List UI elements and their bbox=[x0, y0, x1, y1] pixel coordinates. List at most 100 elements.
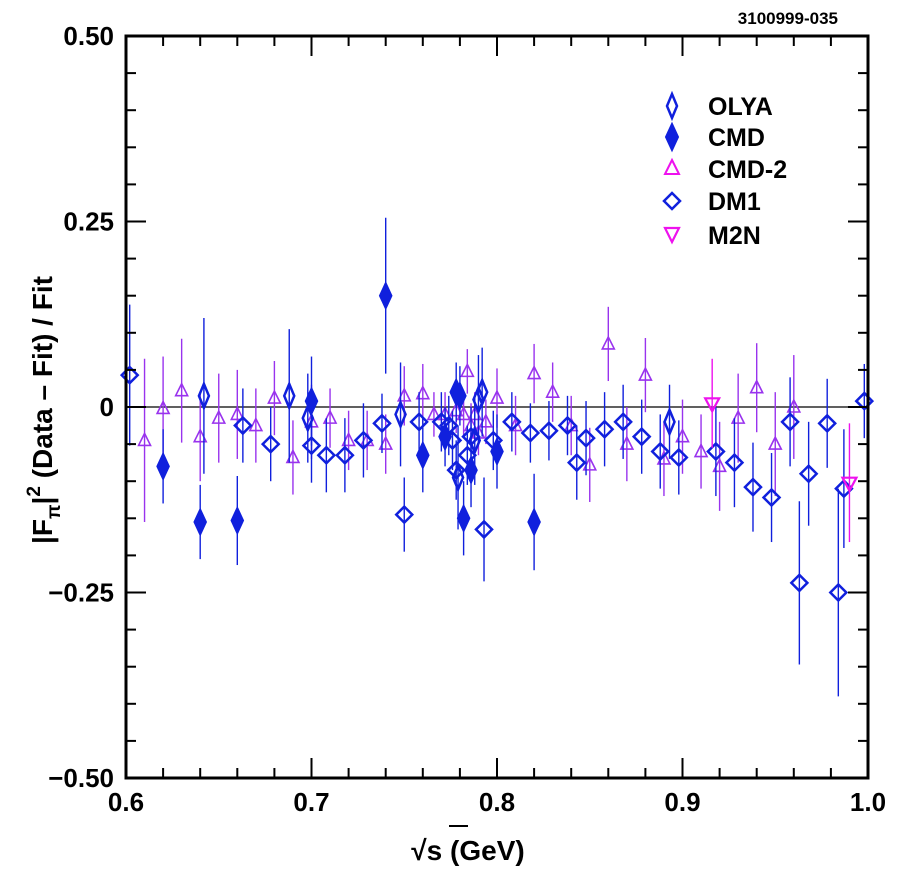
point-dm1 bbox=[798, 464, 819, 484]
y-axis-title-mid: | bbox=[27, 497, 58, 505]
point-cmd-2 bbox=[322, 409, 338, 424]
point-cmd-2 bbox=[786, 398, 802, 413]
y-axis-title-sub: π bbox=[44, 504, 65, 519]
point-dm1 bbox=[854, 391, 875, 411]
point-dm1 bbox=[828, 582, 849, 603]
point-olya bbox=[472, 384, 485, 415]
point-dm1 bbox=[539, 420, 559, 441]
point-cmd bbox=[415, 440, 430, 471]
point-cmd-2 bbox=[248, 416, 264, 432]
series-m2n bbox=[711, 358, 851, 543]
point-cmd-2 bbox=[582, 456, 598, 471]
legend-marker-cmd-2 bbox=[663, 157, 681, 175]
y-axis-title-rest: (Data – Fit) / Fit bbox=[27, 276, 58, 486]
point-dm1 bbox=[372, 413, 392, 434]
x-tick-label: 1.0 bbox=[850, 787, 886, 817]
point-cmd bbox=[453, 381, 467, 411]
point-dm1 bbox=[520, 423, 541, 443]
point-olya bbox=[282, 380, 296, 412]
legend-label-cmd-2: CMD-2 bbox=[708, 156, 787, 184]
point-cmd-2 bbox=[211, 409, 227, 424]
point-olya bbox=[451, 462, 465, 493]
point-cmd bbox=[230, 505, 245, 536]
point-cmd bbox=[193, 507, 208, 537]
point-cmd-2 bbox=[478, 413, 494, 428]
point-olya bbox=[197, 380, 211, 412]
x-axis-radical: √ bbox=[411, 835, 427, 866]
point-cmd-2 bbox=[396, 387, 412, 402]
point-dm1 bbox=[474, 519, 494, 540]
point-m2n bbox=[703, 397, 722, 414]
data-layer bbox=[119, 217, 875, 697]
point-dm1 bbox=[631, 426, 652, 447]
y-axis-title: |Fπ|2 (Data – Fit) / Fit bbox=[24, 276, 65, 544]
point-dm1 bbox=[743, 477, 763, 497]
x-axis-title: √s (GeV) bbox=[411, 835, 524, 866]
point-cmd-2 bbox=[137, 431, 152, 447]
point-cmd bbox=[456, 503, 471, 534]
point-cmd-2 bbox=[378, 435, 393, 450]
x-tick-label: 0.7 bbox=[293, 787, 329, 817]
legend-item-m2n: M2N bbox=[663, 222, 761, 250]
point-dm1 bbox=[457, 445, 478, 465]
legend-marker-dm1 bbox=[662, 191, 682, 211]
point-dm1 bbox=[576, 428, 596, 448]
legend-label-cmd: CMD bbox=[708, 124, 765, 152]
legend-item-olya: OLYA bbox=[665, 90, 773, 122]
legend-marker-m2n bbox=[663, 226, 681, 245]
point-cmd-2 bbox=[638, 366, 653, 381]
point-dm1 bbox=[301, 435, 322, 456]
x-tick-label: 0.6 bbox=[108, 787, 144, 817]
point-cmd-2 bbox=[341, 431, 356, 447]
point-dm1 bbox=[119, 365, 140, 385]
point-cmd-2 bbox=[712, 457, 727, 473]
y-tick-label: 0.25 bbox=[63, 207, 114, 237]
legend-item-cmd: CMD bbox=[664, 121, 765, 153]
point-dm1 bbox=[502, 412, 522, 432]
point-dm1 bbox=[669, 447, 689, 468]
point-cmd-2 bbox=[285, 448, 301, 464]
point-cmd-2 bbox=[192, 427, 208, 443]
series-dm1 bbox=[129, 304, 865, 697]
legend-label-m2n: M2N bbox=[708, 222, 761, 250]
point-cmd bbox=[378, 280, 393, 311]
point-dm1 bbox=[260, 434, 281, 454]
point-dm1 bbox=[409, 412, 429, 432]
point-cmd-2 bbox=[426, 405, 442, 421]
legend-label-dm1: DM1 bbox=[708, 188, 761, 216]
point-dm1 bbox=[761, 487, 782, 508]
point-cmd-2 bbox=[693, 442, 709, 458]
point-cmd bbox=[438, 421, 452, 452]
point-cmd-2 bbox=[174, 381, 189, 397]
point-m2n bbox=[840, 476, 859, 494]
point-cmd-2 bbox=[155, 399, 171, 415]
point-dm1 bbox=[594, 419, 615, 440]
point-cmd-2 bbox=[767, 435, 783, 450]
legend: OLYA CMD CMD-2 DM1 M2N bbox=[662, 90, 787, 250]
y-tick-label: 0 bbox=[100, 392, 114, 422]
point-dm1 bbox=[557, 415, 578, 436]
point-dm1 bbox=[650, 441, 671, 462]
point-dm1 bbox=[335, 445, 355, 465]
legend-label-olya: OLYA bbox=[708, 93, 773, 121]
point-cmd-2 bbox=[601, 335, 616, 350]
tick-layer: 0.6 0.7 0.8 0.9 1.0 0.50 0.25 0 −0.25 −0.50 bbox=[48, 21, 886, 817]
legend-item-cmd-2: CMD-2 bbox=[663, 156, 787, 184]
legend-marker-cmd bbox=[664, 121, 680, 153]
y-axis-title-sup: 2 bbox=[24, 486, 45, 497]
y-axis-title-pre: |F bbox=[27, 519, 58, 544]
point-cmd-2 bbox=[415, 384, 431, 400]
point-cmd-2 bbox=[460, 362, 475, 378]
point-olya bbox=[394, 399, 407, 430]
point-cmd bbox=[304, 386, 319, 416]
point-olya bbox=[475, 376, 489, 408]
y-tick-label: −0.25 bbox=[48, 578, 114, 608]
point-cmd-2 bbox=[230, 405, 245, 421]
point-cmd bbox=[464, 455, 478, 485]
point-olya bbox=[663, 406, 676, 438]
y-tick-label: 0.50 bbox=[63, 21, 114, 51]
plot-frame bbox=[124, 34, 870, 780]
point-dm1 bbox=[233, 415, 253, 436]
point-cmd-2 bbox=[619, 435, 635, 450]
point-dm1 bbox=[780, 412, 800, 432]
